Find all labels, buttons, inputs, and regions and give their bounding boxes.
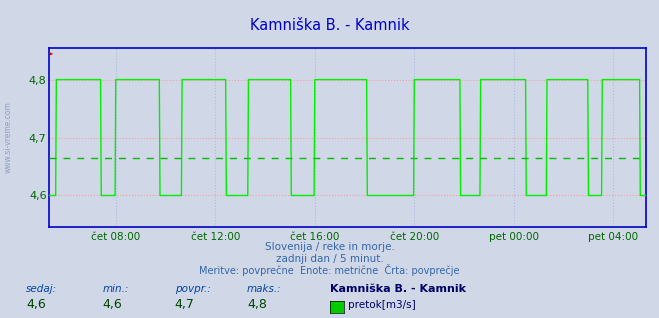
Text: 4,6: 4,6: [102, 298, 122, 311]
Text: 4,6: 4,6: [26, 298, 46, 311]
Text: Kamniška B. - Kamnik: Kamniška B. - Kamnik: [330, 284, 465, 294]
Text: maks.:: maks.:: [247, 284, 282, 294]
Text: sedaj:: sedaj:: [26, 284, 57, 294]
Text: povpr.:: povpr.:: [175, 284, 210, 294]
Text: zadnji dan / 5 minut.: zadnji dan / 5 minut.: [275, 254, 384, 264]
Text: Kamniška B. - Kamnik: Kamniška B. - Kamnik: [250, 18, 409, 33]
Text: 4,8: 4,8: [247, 298, 267, 311]
Text: www.si-vreme.com: www.si-vreme.com: [3, 101, 13, 173]
Text: min.:: min.:: [102, 284, 129, 294]
Text: Slovenija / reke in morje.: Slovenija / reke in morje.: [264, 242, 395, 252]
Text: Meritve: povprečne  Enote: metrične  Črta: povprečje: Meritve: povprečne Enote: metrične Črta:…: [199, 264, 460, 276]
Text: pretok[m3/s]: pretok[m3/s]: [348, 300, 416, 310]
Text: ▸: ▸: [49, 48, 53, 57]
Text: 4,7: 4,7: [175, 298, 194, 311]
